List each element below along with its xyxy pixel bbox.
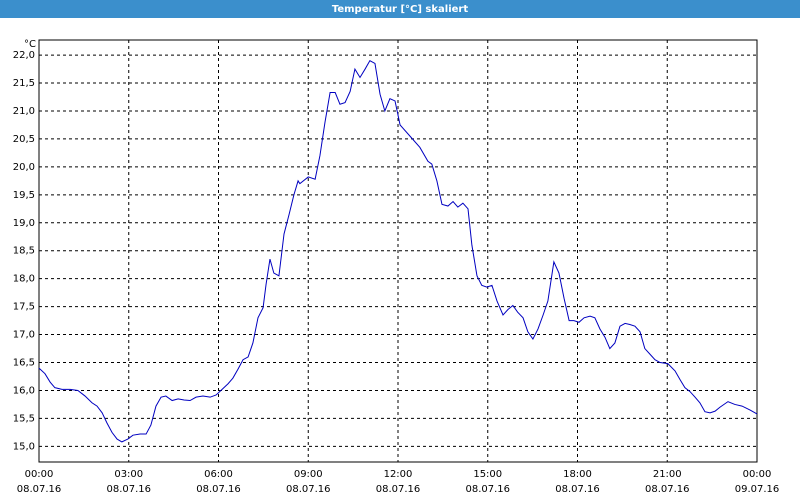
x-tick-label: 18:00	[563, 469, 592, 480]
x-tick-date: 08.07.16	[645, 484, 690, 495]
x-tick-label: 09:00	[294, 469, 323, 480]
x-tick-label: 00:00	[25, 469, 54, 480]
x-tick-date: 08.07.16	[17, 484, 62, 495]
x-tick-date: 08.07.16	[106, 484, 151, 495]
y-tick-label: 17,0	[13, 330, 35, 341]
x-tick-date: 08.07.16	[286, 484, 331, 495]
chart-title: Temperatur [°C] skaliert	[332, 4, 469, 15]
x-tick-date: 09.07.16	[735, 484, 780, 495]
y-tick-label: 21,0	[13, 106, 35, 117]
x-tick-label: 03:00	[114, 469, 143, 480]
y-tick-label: 15,0	[13, 441, 35, 452]
x-tick-date: 08.07.16	[555, 484, 600, 495]
y-tick-label: 18,0	[13, 274, 35, 285]
data-line	[38, 60, 758, 443]
y-tick-label: 19,0	[13, 218, 35, 229]
x-tick-label: 15:00	[473, 469, 502, 480]
x-tick-date: 08.07.16	[465, 484, 510, 495]
y-tick-label: 20,0	[13, 162, 35, 173]
x-tick-label: 12:00	[384, 469, 413, 480]
x-tick-label: 06:00	[204, 469, 233, 480]
y-tick-label: 15,5	[13, 413, 35, 424]
y-tick-label: 22,0	[13, 50, 35, 61]
x-tick-label: 21:00	[653, 469, 682, 480]
y-tick-label: 16,0	[13, 385, 35, 396]
y-tick-label: 19,5	[13, 190, 35, 201]
y-tick-label: 20,5	[13, 134, 35, 145]
y-tick-label: 21,5	[13, 78, 35, 89]
y-unit: °C	[24, 39, 36, 50]
y-tick-label: 16,5	[13, 358, 35, 369]
y-tick-label: 18,5	[13, 246, 35, 257]
x-tick-date: 08.07.16	[376, 484, 421, 495]
title-bar	[0, 0, 800, 18]
x-tick-label: 00:00	[743, 469, 772, 480]
y-tick-label: 17,5	[13, 302, 35, 313]
x-tick-date: 08.07.16	[196, 484, 241, 495]
